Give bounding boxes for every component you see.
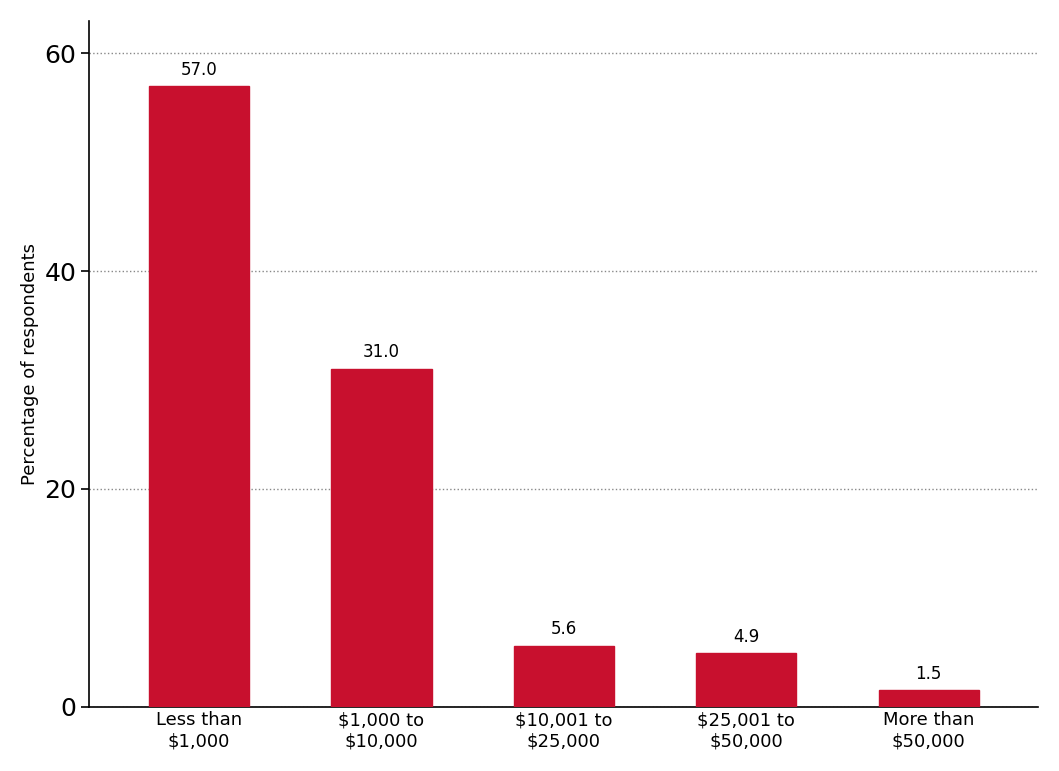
Bar (148, 86, 249, 706)
Bar (331, 369, 431, 706)
Text: 31.0: 31.0 (363, 344, 400, 362)
Text: 1.5: 1.5 (916, 665, 941, 682)
Text: 57.0: 57.0 (180, 60, 217, 79)
Bar (696, 653, 796, 706)
Text: 4.9: 4.9 (733, 628, 759, 645)
Y-axis label: Percentage of respondents: Percentage of respondents (21, 243, 39, 485)
Bar (879, 690, 979, 706)
Text: 5.6: 5.6 (551, 620, 577, 638)
Bar (514, 645, 614, 706)
